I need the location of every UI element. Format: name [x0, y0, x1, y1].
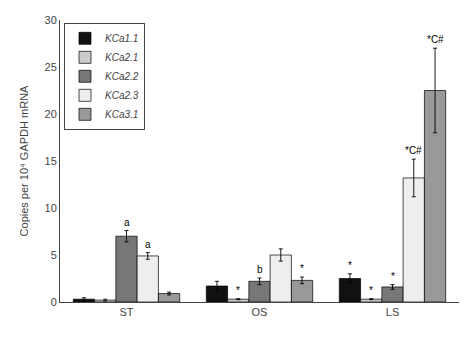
svg-text:ST: ST [119, 306, 133, 318]
svg-text:*: * [348, 260, 352, 271]
svg-text:*C#: *C# [427, 34, 444, 45]
svg-text:*: * [369, 285, 373, 296]
svg-text:a: a [124, 217, 130, 228]
svg-text:OS: OS [252, 306, 268, 318]
svg-text:0: 0 [51, 296, 57, 308]
svg-text:KCa2.1: KCa2.1 [105, 52, 138, 63]
svg-text:b: b [257, 264, 263, 275]
svg-text:10: 10 [45, 202, 57, 214]
svg-text:20: 20 [45, 108, 57, 120]
svg-text:*: * [236, 285, 240, 296]
svg-text:*: * [300, 263, 304, 274]
svg-text:a: a [145, 239, 151, 250]
svg-text:*: * [391, 271, 395, 282]
svg-text:Copies per 10⁴ GAPDH mRNA: Copies per 10⁴ GAPDH mRNA [18, 85, 30, 236]
svg-text:LS: LS [386, 306, 399, 318]
svg-text:15: 15 [45, 155, 57, 167]
svg-text:KCa2.2: KCa2.2 [105, 71, 139, 82]
svg-text:25: 25 [45, 61, 57, 73]
svg-text:30: 30 [45, 14, 57, 26]
svg-text:*C#: *C# [405, 145, 422, 156]
svg-text:KCa3.1: KCa3.1 [105, 109, 138, 120]
svg-text:KCa2.3: KCa2.3 [105, 90, 139, 101]
svg-text:KCa1.1: KCa1.1 [105, 33, 138, 44]
svg-text:5: 5 [51, 249, 57, 261]
